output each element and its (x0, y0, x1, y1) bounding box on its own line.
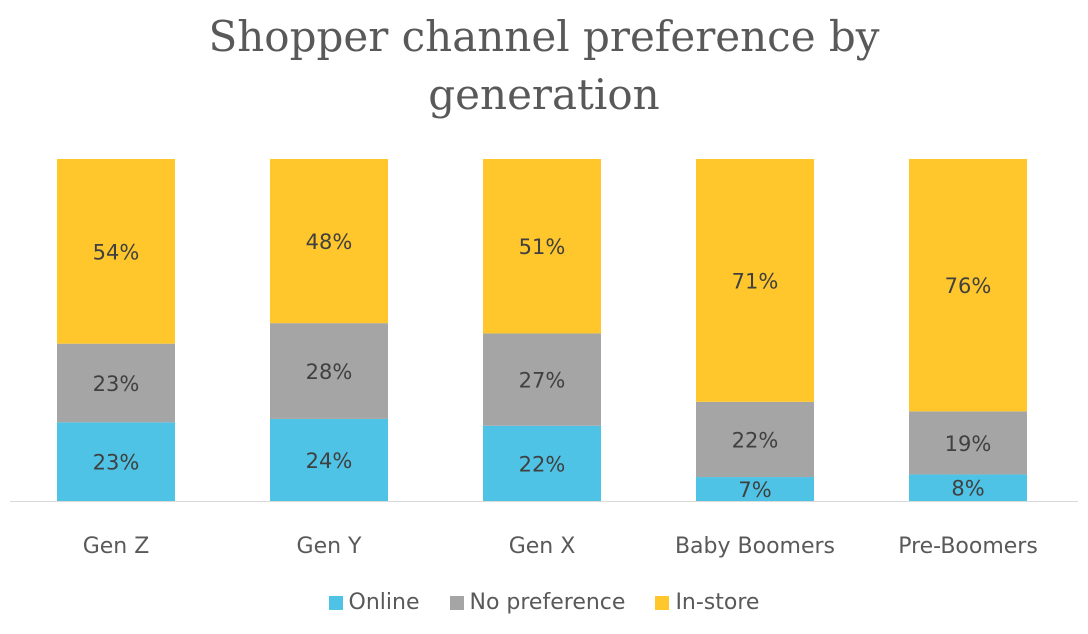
chart-title-line-2: generation (428, 70, 660, 119)
x-tick-label: Gen Y (297, 534, 363, 559)
data-label: 22% (519, 452, 566, 476)
bar-no-preference-baby-boomers (696, 401, 814, 478)
data-label: 19% (945, 432, 992, 456)
data-label: 22% (732, 428, 779, 452)
x-tick-label: Gen Z (83, 534, 150, 559)
data-label: 51% (519, 235, 566, 259)
data-label: 23% (93, 372, 140, 396)
data-label: 8% (951, 477, 984, 501)
x-tick-label: Baby Boomers (675, 534, 835, 559)
data-label: 23% (93, 451, 140, 475)
legend-label: Online (348, 590, 420, 615)
data-label: 24% (306, 449, 353, 473)
legend-swatch (655, 595, 670, 610)
data-label: 48% (306, 230, 353, 254)
bar-in-store-gen-y (270, 159, 388, 324)
bar-online-gen-z (57, 422, 175, 501)
x-tick-label: Gen X (509, 534, 576, 559)
data-label: 54% (93, 240, 140, 264)
bar-online-gen-y (270, 418, 388, 501)
bar-no-preference-gen-y (270, 323, 388, 419)
bar-online-gen-x (483, 425, 601, 501)
bar-no-preference-gen-z (57, 343, 175, 423)
bar-in-store-baby-boomers (696, 159, 814, 402)
legend-item: Online (328, 590, 420, 615)
bar-in-store-pre-boomers (909, 159, 1027, 412)
legend-swatch (449, 595, 464, 610)
data-label: 71% (732, 269, 779, 293)
legend-item: In-store (655, 590, 759, 615)
data-label: 27% (519, 369, 566, 393)
data-label: 7% (738, 478, 771, 502)
bar-online-baby-boomers (696, 477, 814, 501)
bar-in-store-gen-x (483, 159, 601, 334)
legend-swatch (328, 595, 343, 610)
data-label: 76% (945, 274, 992, 298)
bar-no-preference-pre-boomers (909, 411, 1027, 475)
legend-label: No preference (469, 590, 626, 615)
x-tick-label: Pre-Boomers (898, 534, 1038, 559)
chart-title: Shopper channel preference by generation (0, 8, 1088, 124)
bar-in-store-gen-z (57, 159, 175, 344)
chart-title-line-1: Shopper channel preference by (208, 12, 880, 61)
data-label: 28% (306, 360, 353, 384)
bar-no-preference-gen-x (483, 333, 601, 426)
bar-online-pre-boomers (909, 474, 1027, 501)
legend-item: No preference (449, 590, 626, 615)
legend-label: In-store (675, 590, 760, 615)
legend: Online No preference In-store (0, 590, 1088, 615)
